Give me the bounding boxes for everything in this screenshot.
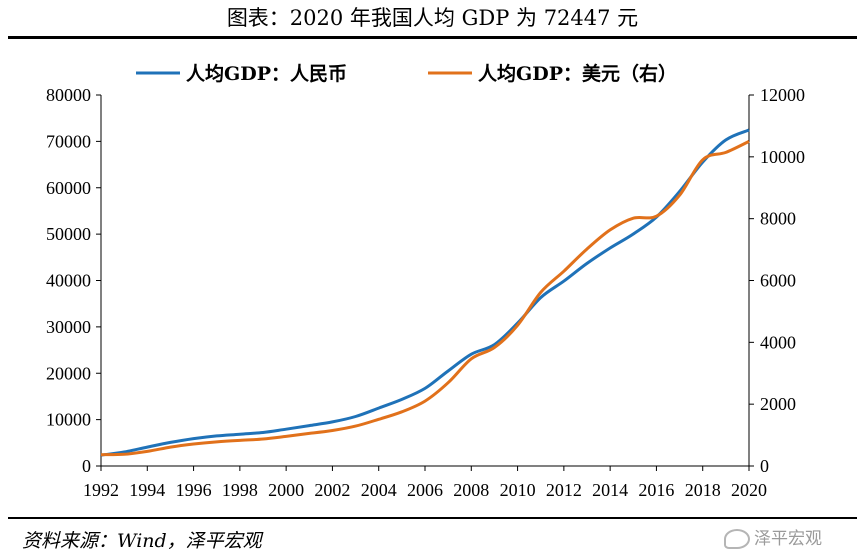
x-tick-label: 2002 (314, 480, 350, 500)
y-left-tick-label: 30000 (46, 317, 91, 337)
y-right-tick-label: 8000 (760, 209, 796, 229)
y-left-tick-label: 80000 (46, 85, 91, 105)
y-left-tick-label: 60000 (46, 178, 91, 198)
x-tick-label: 2018 (685, 480, 721, 500)
x-tick-label: 2006 (407, 480, 443, 500)
y-left-tick-label: 50000 (46, 224, 91, 244)
y-right-tick-label: 0 (760, 456, 769, 476)
y-right-tick-label: 2000 (760, 394, 796, 414)
source-note: 资料来源：Wind，泽平宏观 (22, 530, 262, 552)
footer-rule (8, 517, 857, 519)
x-tick-label: 1998 (222, 480, 258, 500)
title-rule (8, 36, 857, 39)
legend-label: 人均GDP：美元（右） (478, 62, 677, 85)
wechat-icon (724, 529, 750, 549)
y-left-tick-label: 20000 (46, 363, 91, 383)
x-tick-label: 2000 (268, 480, 304, 500)
x-tick-label: 2012 (546, 480, 582, 500)
watermark-text: 泽平宏观 (754, 529, 822, 549)
x-tick-label: 2004 (361, 480, 397, 500)
y-right-tick-label: 12000 (760, 85, 805, 105)
x-tick-label: 2014 (592, 480, 628, 500)
x-tick-label: 1996 (176, 480, 212, 500)
x-tick-label: 1994 (129, 480, 165, 500)
watermark: 泽平宏观 (724, 524, 822, 549)
y-left-tick-label: 70000 (46, 131, 91, 151)
x-tick-label: 2016 (638, 480, 674, 500)
x-tick-label: 2020 (731, 480, 767, 500)
y-right-tick-label: 6000 (760, 271, 796, 291)
y-right-tick-label: 10000 (760, 147, 805, 167)
y-left-tick-label: 10000 (46, 410, 91, 430)
y-left-tick-label: 0 (82, 456, 91, 476)
y-left-tick-label: 40000 (46, 271, 91, 291)
x-tick-label: 2010 (500, 480, 536, 500)
y-right-tick-label: 4000 (760, 332, 796, 352)
legend-label: 人均GDP：人民币 (186, 62, 347, 85)
x-tick-label: 1992 (83, 480, 119, 500)
series-line-usd (100, 140, 750, 457)
chart-title: 图表：2020 年我国人均 GDP 为 72447 元 (226, 6, 639, 30)
series-line-rmb (100, 128, 750, 457)
x-tick-label: 2008 (453, 480, 489, 500)
